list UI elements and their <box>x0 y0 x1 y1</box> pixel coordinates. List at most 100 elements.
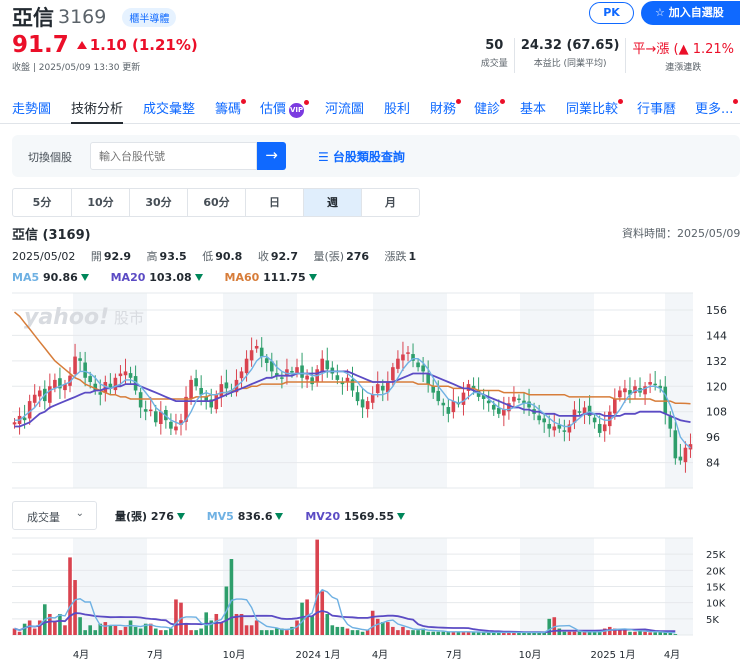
data-time: 資料時間：2025/05/09 <box>622 227 740 240</box>
svg-text:144: 144 <box>706 329 727 342</box>
svg-text:10月: 10月 <box>223 649 246 661</box>
stat-streak: 平→漲 (▲ 1.21% 連漲連跌 <box>625 38 740 73</box>
stat-value: 平→漲 (▲ 1.21% <box>632 42 734 57</box>
low-value: 90.8 <box>215 250 243 263</box>
chevron-down-icon: ⌄ <box>75 508 84 519</box>
tab-label: 基本 <box>520 102 547 117</box>
ma60-value: 111.75 <box>263 271 306 284</box>
tab-9[interactable]: 基本 <box>520 98 546 124</box>
svg-text:4月: 4月 <box>73 649 89 661</box>
go-arrow-button[interactable]: → <box>257 142 286 170</box>
stat-volume: 50 成交量 <box>475 38 514 73</box>
volume-legend: 量(張) 276 MV5 836.6 MV20 1569.55 <box>115 508 423 524</box>
svg-text:5K: 5K <box>706 615 719 626</box>
ohlc-info: 2025/05/02 開 92.9 高 93.5 低 90.8 收 92.7 量(張) 2… <box>12 250 417 263</box>
tab-label: 行事曆 <box>637 102 677 117</box>
ohlc-date: 2025/05/02 <box>12 250 76 263</box>
tab-10[interactable]: 同業比較 <box>566 98 624 124</box>
tab-label: 估價 <box>260 102 287 117</box>
tab-bar: 走勢圖 技術分析 成交彙整 籌碼 估價 VIP 河流圖 股利 財務 健診 基本 同業比較 行事曆 更多..… <box>0 98 740 124</box>
down-arrow-icon <box>397 513 406 520</box>
notification-dot <box>733 99 739 104</box>
pk-button[interactable]: PK <box>589 2 634 24</box>
down-arrow-icon <box>275 513 284 520</box>
stat-label: 本益比 (同業平均) <box>533 59 607 69</box>
down-arrow-icon <box>176 513 185 520</box>
period-5m[interactable]: 5分 <box>32 196 52 209</box>
ma60-label: MA60 <box>224 271 260 284</box>
up-arrow-icon <box>76 41 87 49</box>
tab-label: 成交彙整 <box>143 102 196 117</box>
update-time: 收盤 | 2025/05/09 13:30 更新 <box>12 63 141 73</box>
svg-text:132: 132 <box>706 355 727 368</box>
change-value: 1 <box>408 250 417 263</box>
svg-text:156: 156 <box>706 304 727 317</box>
svg-text:84: 84 <box>706 457 720 470</box>
svg-text:25K: 25K <box>706 550 726 561</box>
period-30m[interactable]: 30分 <box>129 189 187 216</box>
tab-label: 健診 <box>474 99 506 117</box>
vol-value: 276 <box>150 510 174 523</box>
svg-text:4月: 4月 <box>372 649 388 661</box>
notification-dot <box>456 99 462 104</box>
last-price: 91.7 <box>12 32 69 58</box>
industry-tag[interactable]: 櫃半導體 <box>122 7 177 27</box>
tab-0[interactable]: 走勢圖 <box>12 98 51 124</box>
svg-text:2024 1月: 2024 1月 <box>296 649 341 661</box>
ma-legend: MA5 90.86 MA20 103.08 MA60 111.75 <box>12 271 335 284</box>
period-60m[interactable]: 60分 <box>187 189 245 216</box>
price-row: 91.7 1.10 (1.21%) <box>12 32 198 58</box>
svg-text:7月: 7月 <box>147 649 163 661</box>
svg-text:120: 120 <box>706 380 727 393</box>
tab-label: 更多... <box>695 99 739 117</box>
period-day[interactable]: 日 <box>245 189 303 216</box>
down-arrow-icon <box>308 274 317 281</box>
tab-5[interactable]: 河流圖 <box>325 98 364 124</box>
indicator-select[interactable]: 成交量 ⌄ <box>12 501 97 530</box>
stat-value: 24.32 (67.65) <box>520 38 620 53</box>
vip-badge-icon: VIP <box>289 100 310 118</box>
svg-text:yahoo!: yahoo! <box>24 305 109 330</box>
switch-stock-label: 切換個股 <box>28 151 72 164</box>
tab-2[interactable]: 成交彙整 <box>143 98 195 124</box>
period-month[interactable]: 月 <box>361 189 419 216</box>
stat-label: 成交量 <box>480 59 508 69</box>
period-10m[interactable]: 10分 <box>71 189 129 216</box>
price-chart[interactable]: 84 96 108 120 132 144 156 yahoo! 股市 <box>0 290 740 490</box>
notification-dot <box>241 99 247 104</box>
down-arrow-icon <box>194 274 203 281</box>
tab-8[interactable]: 健診 <box>474 98 506 124</box>
tab-3[interactable]: 籌碼 <box>215 98 247 124</box>
period-week[interactable]: 週 <box>303 189 361 216</box>
add-watchlist-button[interactable]: ☆ 加入自選股 <box>641 1 740 25</box>
stock-code: 3169 <box>58 6 107 28</box>
category-query-link[interactable]: ☰ 台股類股查詢 <box>318 150 405 164</box>
tab-11[interactable]: 行事曆 <box>637 98 676 124</box>
price-change: 1.10 (1.21%) <box>76 36 198 54</box>
notification-dot <box>500 99 506 104</box>
ma20-label: MA20 <box>110 271 146 284</box>
tab-1[interactable]: 技術分析 <box>71 98 124 124</box>
tab-12[interactable]: 更多... <box>695 98 739 124</box>
stock-header: 亞信 3169 櫃半導體 <box>12 2 177 32</box>
svg-text:股市: 股市 <box>114 309 144 327</box>
tab-7[interactable]: 財務 <box>430 98 462 124</box>
notification-dot <box>618 99 624 104</box>
stats-bar: 50 成交量 24.32 (67.65) 本益比 (同業平均) 平→漲 (▲ 1.2… <box>475 38 740 73</box>
tab-4[interactable]: 估價 VIP <box>260 98 310 124</box>
svg-text:15K: 15K <box>706 583 726 594</box>
svg-text:10K: 10K <box>706 599 726 610</box>
stock-code-input[interactable] <box>90 142 257 170</box>
svg-text:108: 108 <box>706 406 727 419</box>
tab-6[interactable]: 股利 <box>384 98 410 124</box>
mv20-value: 1569.55 <box>343 510 395 523</box>
ma5-value: 90.86 <box>42 271 78 284</box>
svg-text:4月: 4月 <box>664 649 680 661</box>
stat-label: 連漲連跌 <box>665 63 702 73</box>
svg-text:20K: 20K <box>706 566 726 577</box>
tab-label: 股利 <box>384 102 411 117</box>
ma5-label: MA5 <box>12 271 40 284</box>
tab-label: 河流圖 <box>325 102 365 117</box>
mv5-value: 836.6 <box>237 510 273 523</box>
volume-chart[interactable]: 5K 10K 15K 20K 25K 4月 7月 10月 2024 1月 4月 7月 10月 2025 … <box>0 535 740 670</box>
